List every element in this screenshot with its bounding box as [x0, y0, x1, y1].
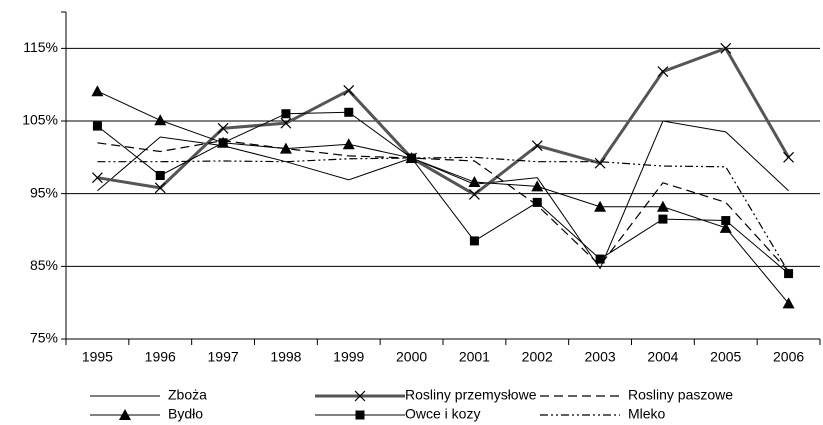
- legend-label: Bydło: [168, 406, 203, 422]
- marker: [782, 297, 795, 309]
- marker: [91, 172, 103, 184]
- marker: [119, 409, 131, 420]
- series-line: [97, 46, 790, 197]
- marker: [407, 153, 417, 163]
- marker: [656, 200, 669, 212]
- x-tick-label: 1998: [270, 349, 301, 365]
- y-tick-label: 105%: [22, 112, 58, 128]
- y-tick-label: 85%: [30, 257, 58, 273]
- marker: [658, 214, 668, 224]
- marker: [344, 107, 354, 117]
- marker: [594, 200, 607, 212]
- marker: [92, 121, 102, 131]
- marker: [218, 138, 228, 148]
- marker: [721, 216, 731, 226]
- x-tick-label: 2003: [585, 349, 616, 365]
- marker: [154, 114, 167, 126]
- marker: [595, 254, 605, 264]
- legend-label: Rosliny paszowe: [628, 387, 733, 403]
- marker: [281, 109, 291, 119]
- marker: [532, 197, 542, 207]
- y-tick-label: 95%: [30, 184, 58, 200]
- x-tick-label: 2001: [459, 349, 490, 365]
- marker: [154, 182, 166, 194]
- legend-label: Rosliny przemysłowe: [405, 387, 537, 403]
- legend-label: Zboża: [168, 387, 207, 403]
- x-tick-label: 2005: [710, 349, 741, 365]
- y-tick-label: 115%: [23, 39, 58, 55]
- marker: [784, 269, 794, 279]
- marker: [531, 180, 544, 192]
- marker: [468, 176, 481, 188]
- legend-label: Owce i kozy: [405, 406, 480, 422]
- x-tick-label: 1996: [145, 349, 176, 365]
- x-tick-label: 1995: [82, 349, 113, 365]
- x-tick-label: 1997: [208, 349, 239, 365]
- marker: [469, 236, 479, 246]
- series-line: [97, 90, 789, 304]
- marker: [531, 140, 543, 152]
- marker: [155, 171, 165, 180]
- marker: [91, 85, 104, 97]
- x-tick-label: 2006: [773, 349, 804, 365]
- series-line: [97, 111, 789, 274]
- marker: [719, 221, 732, 233]
- marker: [468, 188, 480, 200]
- marker: [217, 122, 229, 134]
- marker: [354, 390, 366, 402]
- marker: [280, 117, 292, 129]
- marker: [343, 85, 355, 96]
- marker: [657, 66, 669, 78]
- marker: [279, 142, 292, 154]
- marker: [594, 157, 606, 169]
- marker: [720, 42, 732, 54]
- x-tick-label: 2002: [522, 349, 553, 365]
- x-tick-label: 2000: [396, 349, 427, 365]
- series-line: [97, 120, 789, 270]
- x-tick-label: 2004: [647, 349, 678, 365]
- series-line: [97, 140, 790, 272]
- marker: [783, 151, 795, 163]
- y-tick-label: 75%: [30, 330, 58, 346]
- x-tick-label: 1999: [333, 349, 364, 365]
- legend-label: Mleko: [628, 406, 666, 422]
- marker: [342, 138, 355, 150]
- marker: [355, 410, 365, 420]
